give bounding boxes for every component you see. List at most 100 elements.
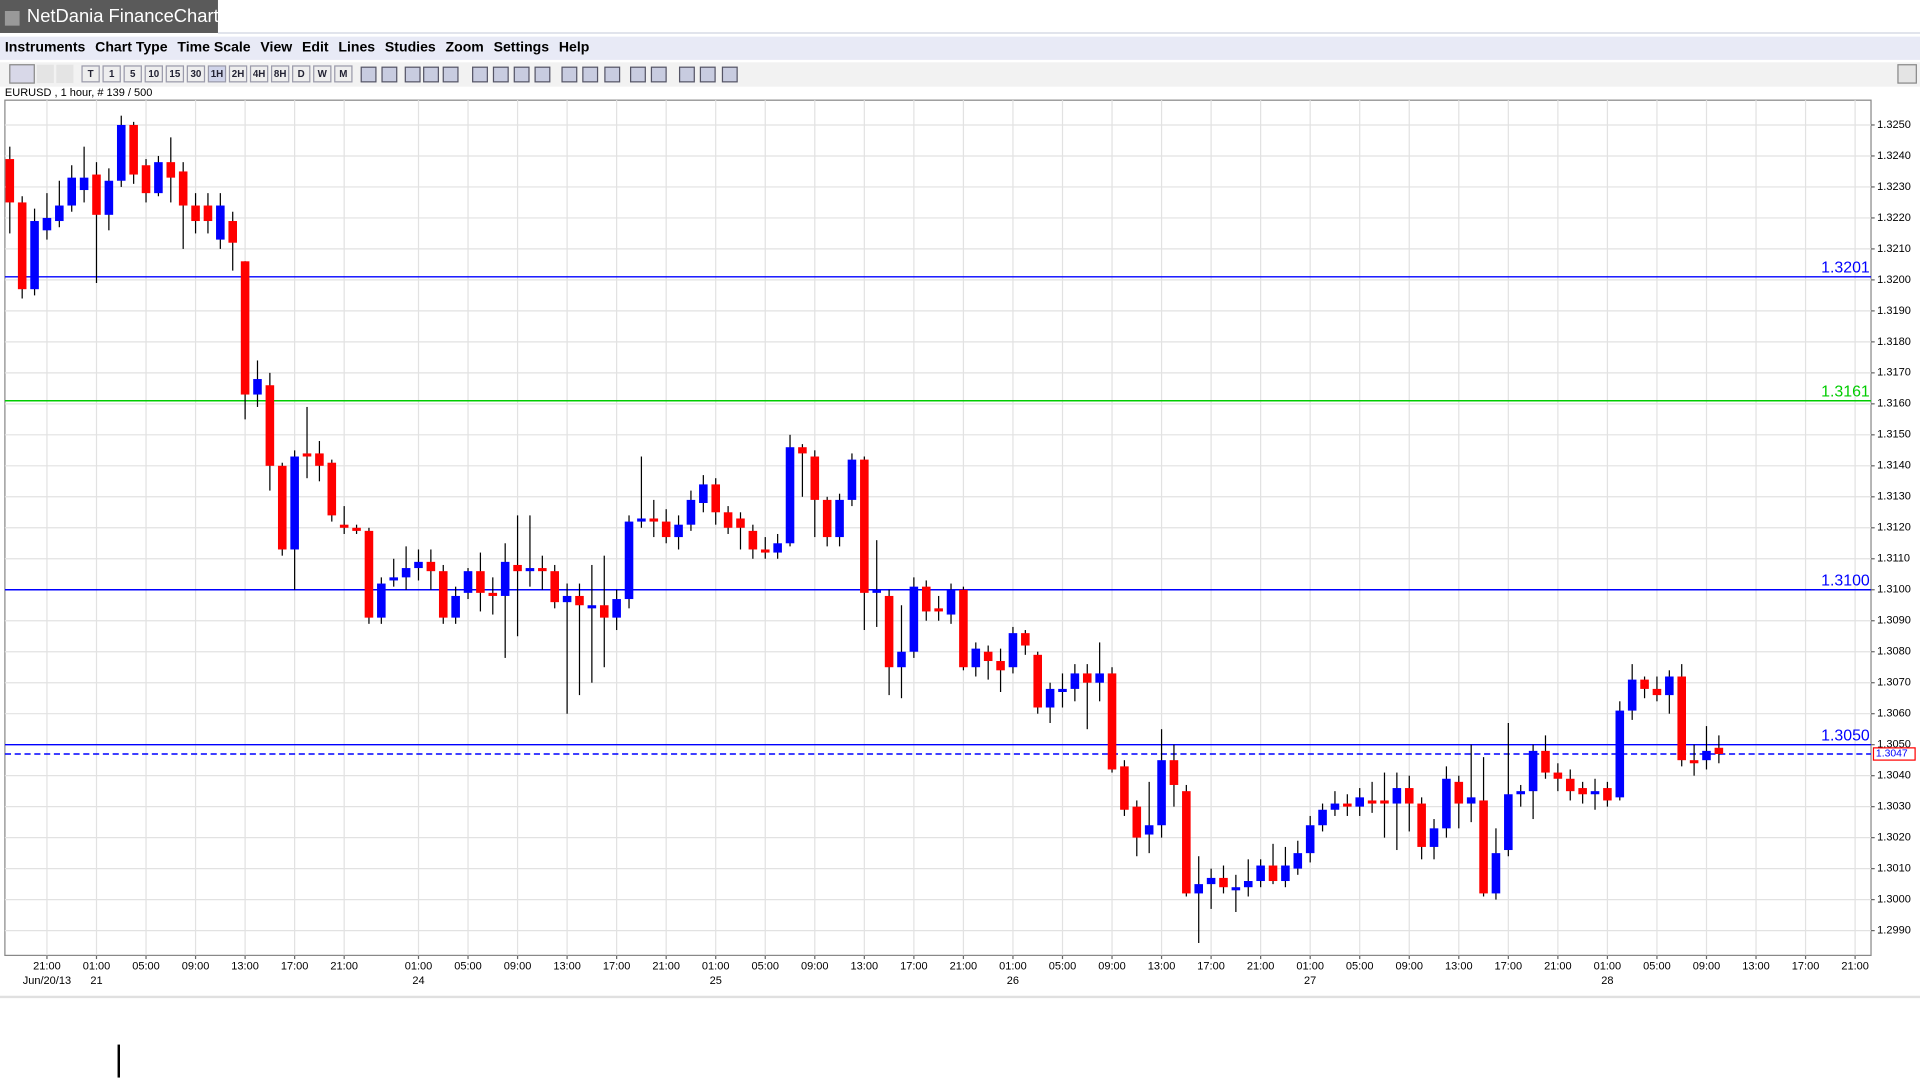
y-tick-label: 1.3150 [1877,429,1911,441]
tool-icon[interactable] [513,66,530,83]
timeframe-label[interactable]: 1 [109,69,115,80]
menu-item[interactable]: Zoom [446,38,484,54]
x-tick-label: 13:00 [553,960,581,972]
tool-icon[interactable] [534,66,551,83]
candle-body [265,385,275,466]
candle-body [1380,800,1389,804]
timeframe-button[interactable] [249,65,269,83]
timeframe-label[interactable]: 1H [211,69,223,80]
candle-body [847,459,857,500]
timeframe-button[interactable] [270,65,290,83]
tool-icon[interactable] [381,66,398,83]
candle-body [79,177,89,191]
candle-body [612,599,621,618]
candle-body [575,595,584,606]
candle-body [302,453,312,457]
tool-icon[interactable] [442,66,459,83]
menu-item[interactable]: Lines [338,38,375,54]
tool-button[interactable] [36,64,54,84]
candle-body [426,561,436,572]
candle-body [327,462,337,516]
date-label: 28 [1601,975,1613,987]
y-tick-label: 1.3140 [1877,460,1911,472]
timeframe-button[interactable] [186,65,206,83]
tool-icon[interactable] [423,66,439,83]
candle-body [599,605,609,618]
y-tick-label: 1.3040 [1877,770,1911,782]
timeframe-button[interactable] [165,65,185,83]
tool-button[interactable] [56,64,74,84]
candle-body [1404,788,1414,804]
timeframe-label[interactable]: 5 [130,69,136,80]
timeframe-button[interactable] [81,65,100,83]
timeframe-button[interactable] [228,65,248,83]
tool-icons [360,66,738,83]
tool-icon[interactable] [561,66,578,83]
menu-item[interactable]: View [260,38,292,54]
timeframe-label[interactable]: 2H [232,69,244,80]
candle-body [141,165,151,194]
menu-item[interactable]: Help [559,38,589,54]
tool-icon[interactable] [650,66,667,83]
tool-icon[interactable] [604,66,621,83]
app-icon [4,10,20,26]
y-tick-label: 1.3060 [1877,708,1911,720]
tool-icon[interactable] [360,66,377,83]
menu-item[interactable]: Edit [302,38,329,54]
timeframe-label[interactable]: D [298,69,305,80]
menu-item[interactable]: Studies [385,38,436,54]
candle-body [860,459,869,593]
timeframe-label[interactable]: 4H [253,69,265,80]
menu-item[interactable]: Time Scale [177,38,250,54]
x-tick-label: 05:00 [454,960,482,972]
timeframe-label[interactable]: M [339,69,347,80]
y-tick-label: 1.3130 [1877,491,1911,503]
panel-button[interactable] [1897,64,1917,84]
tool-icon[interactable] [721,66,738,83]
candle-body [661,521,671,538]
candle-body [1355,797,1365,807]
candle-body [1553,772,1563,779]
candle-body [587,605,597,609]
timeframe-button[interactable] [102,65,121,83]
candle-body [996,661,1005,671]
tool-icon[interactable] [678,66,695,83]
tool-icon[interactable] [492,66,509,83]
candle-body [785,447,795,544]
menu-item[interactable]: Settings [494,38,550,54]
timeframe-label[interactable]: 30 [190,69,201,80]
timeframe-label[interactable]: 8H [274,69,286,80]
y-tick-label: 1.3200 [1877,274,1911,286]
timeframe-label[interactable]: 15 [169,69,180,80]
tool-icon[interactable] [472,66,488,83]
y-tick-label: 1.3030 [1877,801,1911,813]
candle-body [1070,673,1080,689]
x-tick-label: 09:00 [1693,960,1721,972]
timeframe-label[interactable]: T [88,69,94,80]
menu-item[interactable]: Instruments [5,38,86,54]
timeframe-label[interactable]: 10 [148,69,159,80]
tool-icon[interactable] [699,66,716,83]
candle-body [1219,877,1228,888]
candle-body [1033,654,1043,708]
menu-item[interactable]: Chart Type [95,38,168,54]
y-tick-label: 1.3010 [1877,863,1911,875]
timeframe-label[interactable]: W [318,69,328,80]
y-tick-label: 1.3250 [1877,119,1911,131]
candle-body [884,595,894,668]
tool-icon[interactable] [404,66,421,83]
timeframe-button[interactable] [334,65,353,83]
candle-body [290,456,299,550]
tool-icon[interactable] [630,66,646,83]
candle-body [178,171,188,206]
candle-body [191,205,200,222]
timeframe-button[interactable] [123,65,142,83]
candle-body [1578,788,1587,795]
candle-body [1665,676,1674,696]
tool-button[interactable] [9,64,35,84]
tool-icon[interactable] [582,66,599,83]
timeframe-button[interactable] [144,65,163,83]
timeframe-button[interactable] [207,65,227,83]
timeframe-button[interactable] [292,65,311,83]
timeframe-button[interactable] [313,65,332,83]
